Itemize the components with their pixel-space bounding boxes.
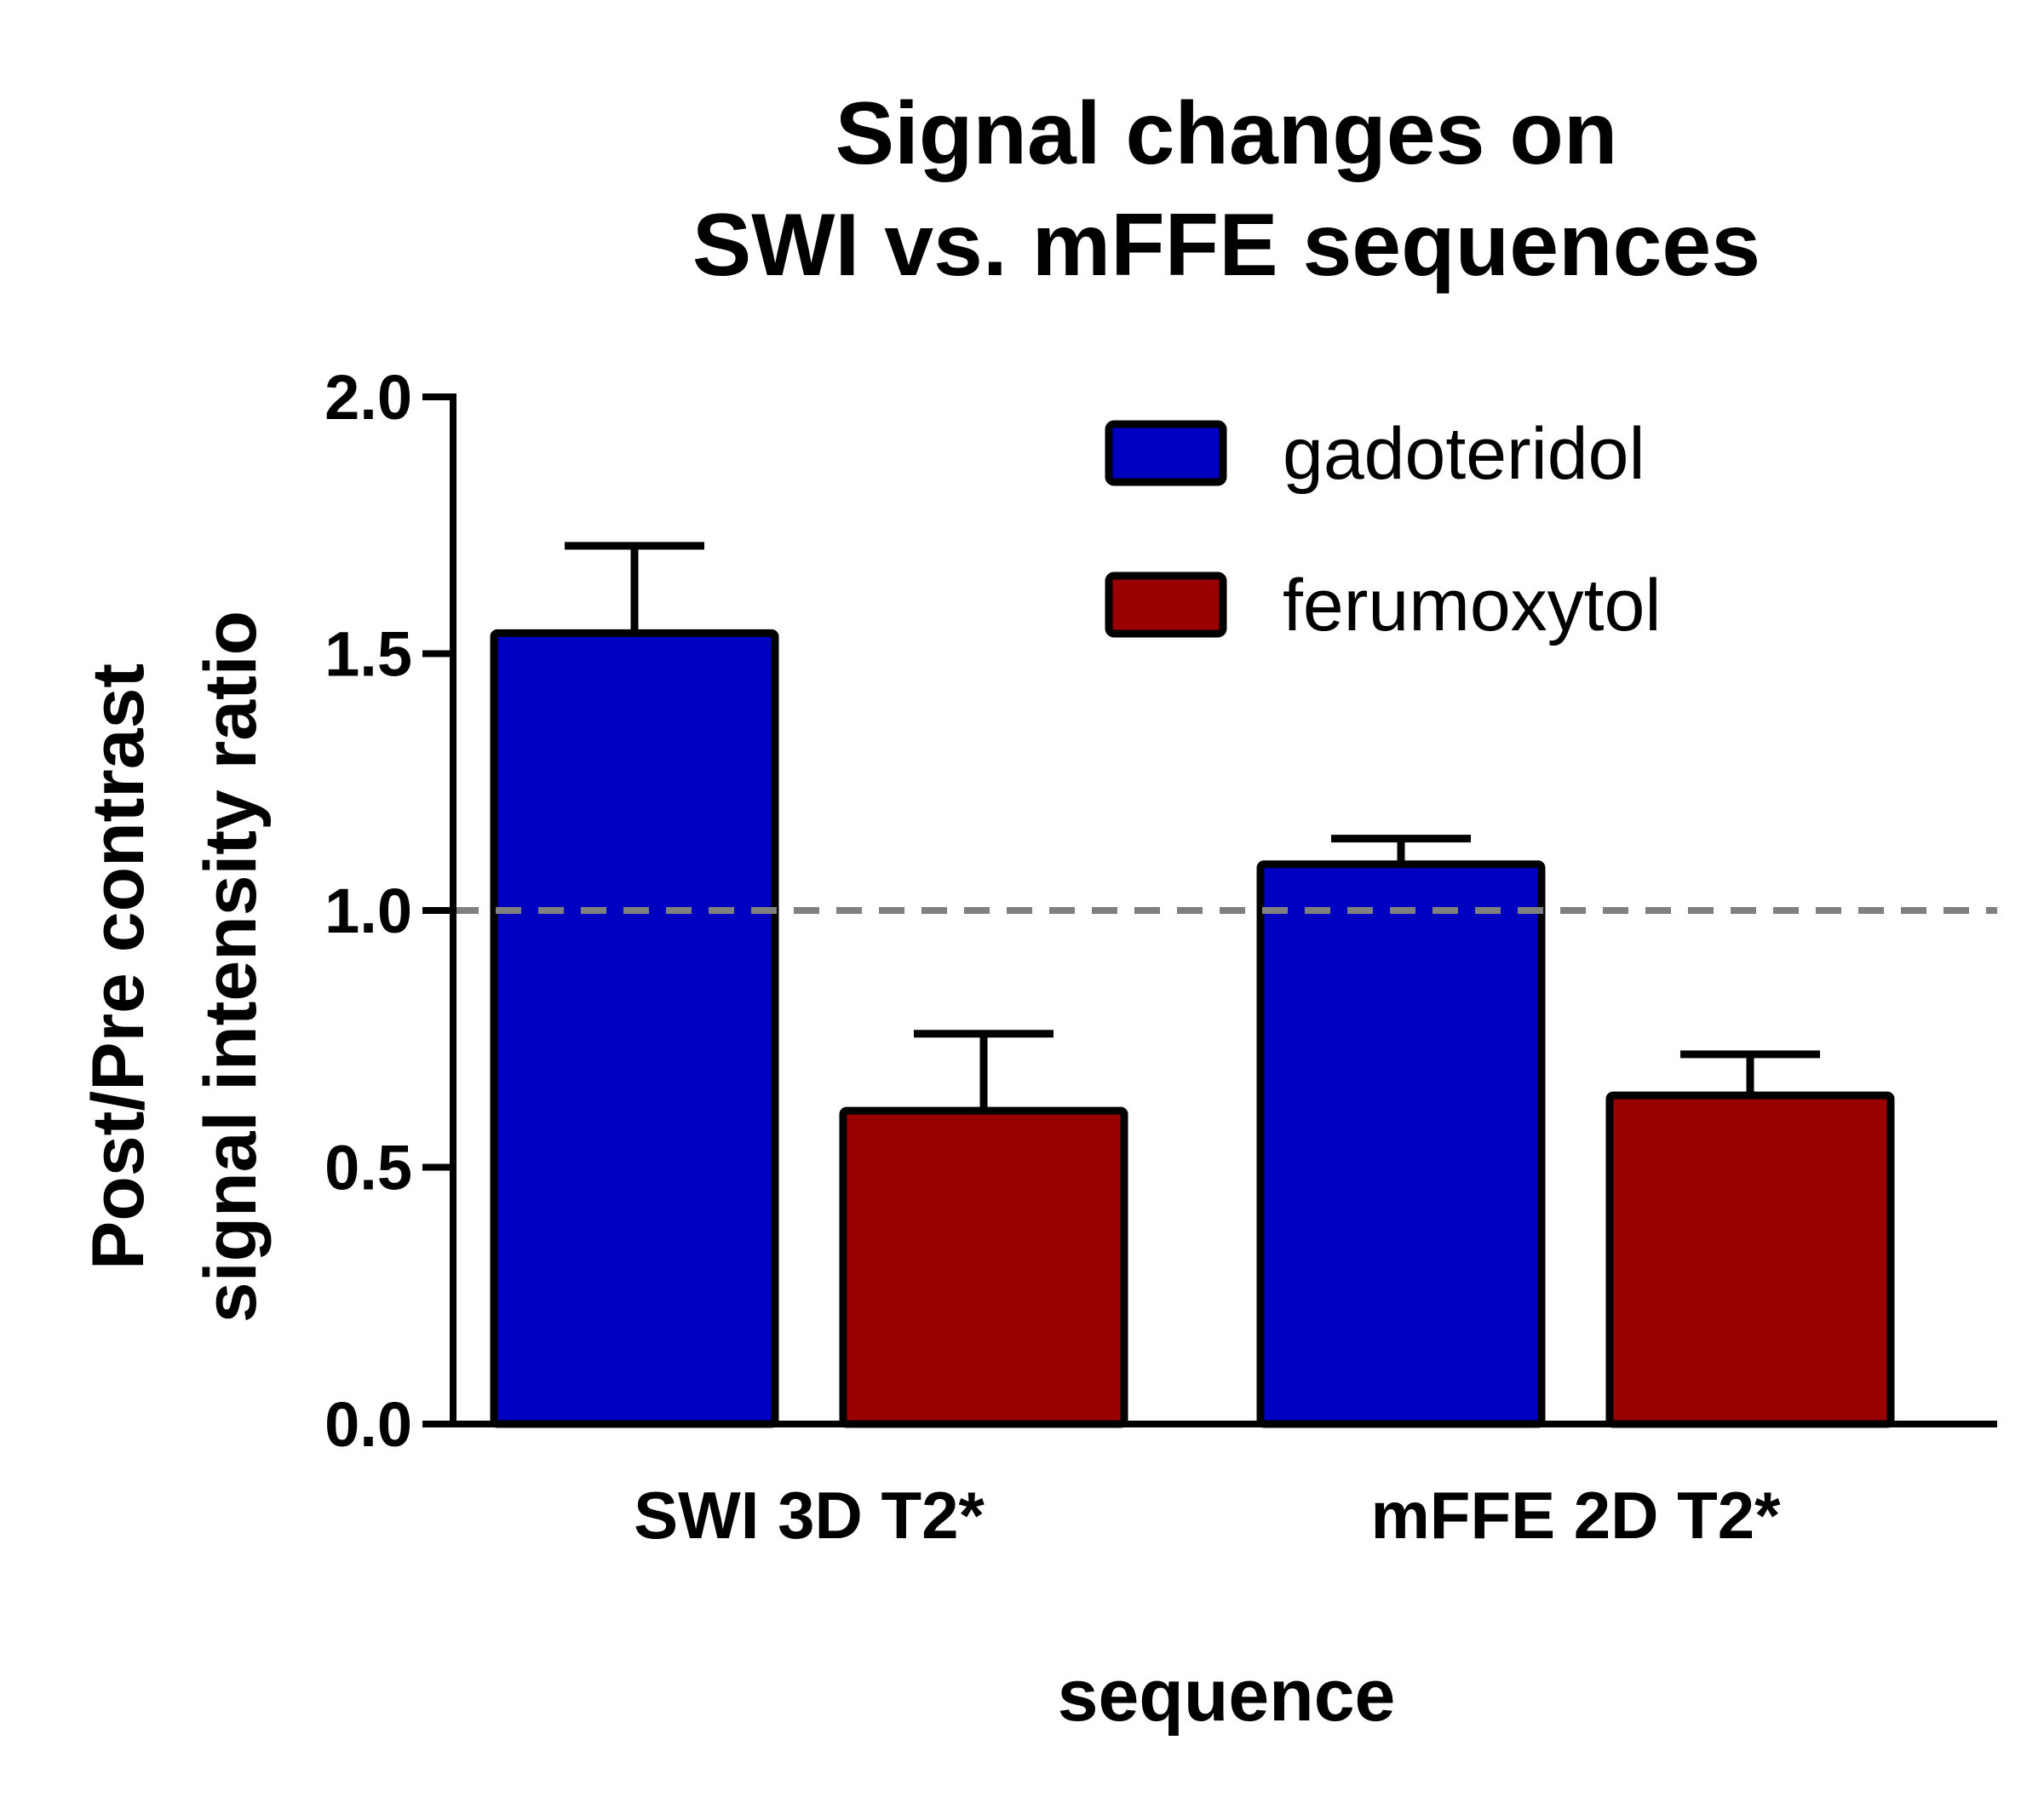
y-tick-label-1: 0.5	[324, 1133, 412, 1203]
bar-ferumoxytol-1	[1605, 1091, 1895, 1428]
y-tick-label-3: 1.5	[324, 619, 412, 690]
y-tick-label-4: 2.0	[324, 362, 412, 433]
x-tick-label-1: mFFE 2D T2*	[1370, 1478, 1781, 1553]
y-tick-label-2: 1.0	[324, 876, 412, 946]
y-tick-label-0: 0.0	[324, 1389, 412, 1460]
chart-title-line-1: Signal changes on	[835, 84, 1618, 183]
legend-label-ferumoxytol: ferumoxytol	[1283, 565, 1662, 646]
legend-swatch-gadoteridol	[1105, 420, 1227, 486]
bar-gadoteridol-1	[1256, 860, 1546, 1428]
plot-area: SWI 3D T2* mFFE 2D T2* 0.0 0.5 1.0 1.5 2.0	[324, 362, 1997, 1553]
legend-label-gadoteridol: gadoteridol	[1283, 413, 1645, 495]
bar-gadoteridol-0	[490, 629, 779, 1428]
bar-ferumoxytol-0	[839, 1106, 1128, 1428]
legend-swatch-ferumoxytol	[1105, 571, 1227, 638]
chart-title-line-2: SWI vs. mFFE sequences	[692, 196, 1760, 295]
legend: gadoteridol ferumoxytol	[1105, 413, 1662, 646]
y-axis-title: Post/Pre contrast signal intensity ratio	[78, 611, 272, 1323]
x-axis-title: sequence	[1058, 1655, 1396, 1737]
y-axis-title-line-2: signal intensity ratio	[190, 611, 272, 1323]
x-tick-label-0: SWI 3D T2*	[634, 1478, 985, 1553]
chart-title: Signal changes on SWI vs. mFFE sequences	[692, 84, 1760, 295]
y-axis-title-line-1: Post/Pre contrast	[78, 663, 159, 1270]
